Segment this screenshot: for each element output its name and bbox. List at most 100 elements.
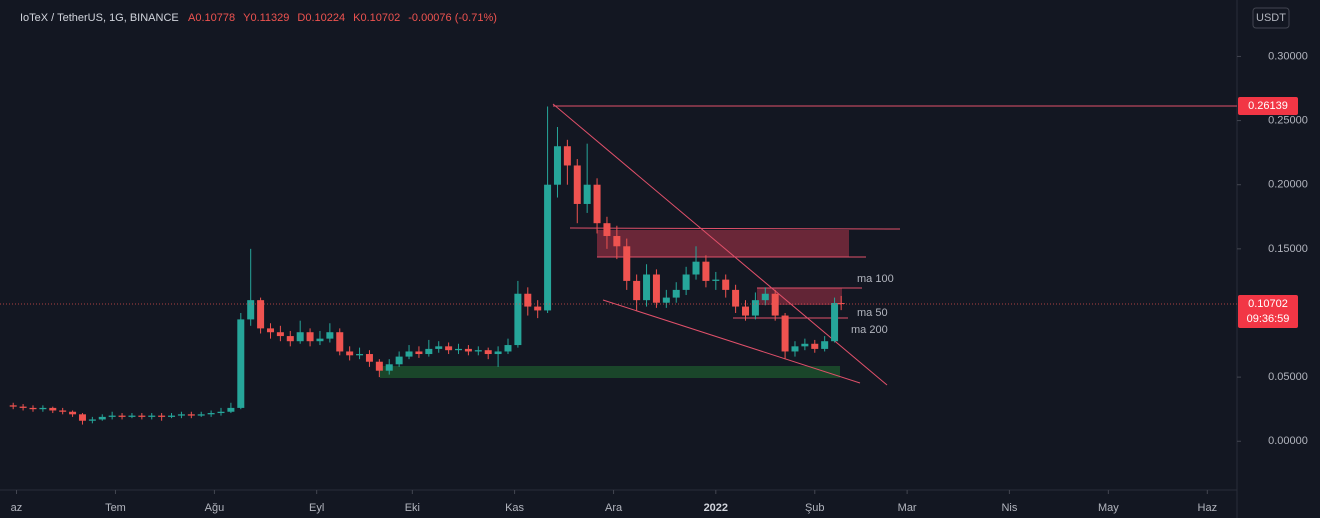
candle-body xyxy=(771,293,779,316)
candle-body xyxy=(563,146,571,166)
legend-value: D0.10224 xyxy=(297,12,345,24)
resistance-zone xyxy=(757,288,842,305)
x-tick-label: Nis xyxy=(1001,502,1017,514)
resistance-zone xyxy=(597,230,849,257)
candle-body xyxy=(237,319,245,408)
candle-body xyxy=(336,332,344,352)
candle-body xyxy=(88,419,96,421)
price-tag xyxy=(1238,96,1298,115)
candle-body xyxy=(474,350,482,352)
candle-body xyxy=(722,279,730,290)
candle-body xyxy=(59,410,67,412)
legend-value: K0.10702 xyxy=(353,12,400,24)
candle-body xyxy=(306,332,314,342)
y-tick-label: 0.30000 xyxy=(1268,50,1308,62)
countdown: 09:36:59 xyxy=(1247,313,1290,325)
candle-body xyxy=(652,274,660,303)
candle-body xyxy=(791,346,799,352)
candle-body xyxy=(553,146,561,185)
candle-body xyxy=(148,415,156,417)
candle-body xyxy=(98,416,106,420)
candle-body xyxy=(326,332,334,339)
last-price-label: 0.10702 xyxy=(1248,298,1288,310)
candle-body xyxy=(78,414,86,421)
candle-body xyxy=(613,236,621,247)
candle-body xyxy=(534,306,542,311)
candle-body xyxy=(811,343,819,349)
candle-body xyxy=(831,303,839,342)
x-tick-label: May xyxy=(1098,502,1119,514)
candle-body xyxy=(435,346,443,349)
candle-body xyxy=(583,184,591,204)
x-tick-label: Tem xyxy=(105,502,126,514)
candle-body xyxy=(346,351,354,356)
candle-body xyxy=(415,351,423,355)
candle-body xyxy=(593,184,601,224)
last-price-tag xyxy=(1238,294,1298,328)
y-tick-label: 0.05000 xyxy=(1268,371,1308,383)
candle-body xyxy=(573,165,581,204)
candle-body xyxy=(712,279,720,281)
candle-body xyxy=(19,406,27,408)
x-tick-label: Eki xyxy=(405,502,420,514)
candle-body xyxy=(662,297,670,303)
candle-body xyxy=(761,293,769,301)
candle-body xyxy=(108,415,116,417)
candle-body xyxy=(217,411,225,414)
candle-body xyxy=(128,415,136,417)
x-tick-label: Ağu xyxy=(205,502,225,514)
x-tick-label: Şub xyxy=(805,502,825,514)
candle-body xyxy=(623,246,631,281)
annotation: ma 50 xyxy=(857,307,888,319)
candle-body xyxy=(643,274,651,301)
y-tick-label: 0.15000 xyxy=(1268,243,1308,255)
candle-body xyxy=(702,261,710,281)
candle-body xyxy=(39,407,47,410)
x-tick-label: az xyxy=(11,502,23,514)
candle-body xyxy=(445,346,453,351)
level-line xyxy=(569,227,901,230)
candle-body xyxy=(633,280,641,301)
candle-body xyxy=(69,411,77,415)
candle-body xyxy=(692,261,700,275)
candle-body xyxy=(494,351,502,355)
legend-value: A0.10778 xyxy=(188,12,235,24)
support-zone xyxy=(380,366,840,378)
candle-body xyxy=(375,361,383,371)
candle-body xyxy=(168,415,176,417)
candle-body xyxy=(49,407,57,411)
ohlc-legend: A0.10778 Y0.11329 D0.10224 K0.10702 -0.00076… xyxy=(188,12,497,24)
x-tick-label: Haz xyxy=(1198,502,1218,514)
candle-body xyxy=(514,293,522,346)
candle-body xyxy=(801,343,809,347)
x-tick-label: Kas xyxy=(505,502,524,514)
y-tick-label: 0.25000 xyxy=(1268,114,1308,126)
annotation: ma 100 xyxy=(857,273,894,285)
candle-body xyxy=(732,289,740,307)
candle-body xyxy=(385,364,393,371)
candle-body xyxy=(286,336,294,342)
legend-value: Y0.11329 xyxy=(243,12,289,24)
candle-body xyxy=(316,338,324,342)
symbol: IoTeX / TetherUS, 1G, BINANCE xyxy=(20,12,179,24)
y-tick-label: 0.20000 xyxy=(1268,179,1308,191)
trend-line xyxy=(602,299,861,384)
x-tick-label: Eyl xyxy=(309,502,324,514)
candle-body xyxy=(118,415,126,417)
candle-body xyxy=(395,356,403,365)
candle-body xyxy=(276,332,284,337)
candle-body xyxy=(187,414,195,416)
candle-body xyxy=(138,415,146,417)
candle-body xyxy=(781,315,789,352)
candle-body xyxy=(425,348,433,355)
currency: USDT xyxy=(1256,12,1286,24)
candle-body xyxy=(197,414,205,416)
candle-body xyxy=(158,415,166,417)
candle-body xyxy=(405,351,413,357)
currency-box xyxy=(1252,7,1290,29)
candle-body xyxy=(266,328,274,333)
candle-body xyxy=(484,350,492,355)
legend-value: -0.00076 (-0.71%) xyxy=(408,12,497,24)
candle-body xyxy=(741,306,749,316)
